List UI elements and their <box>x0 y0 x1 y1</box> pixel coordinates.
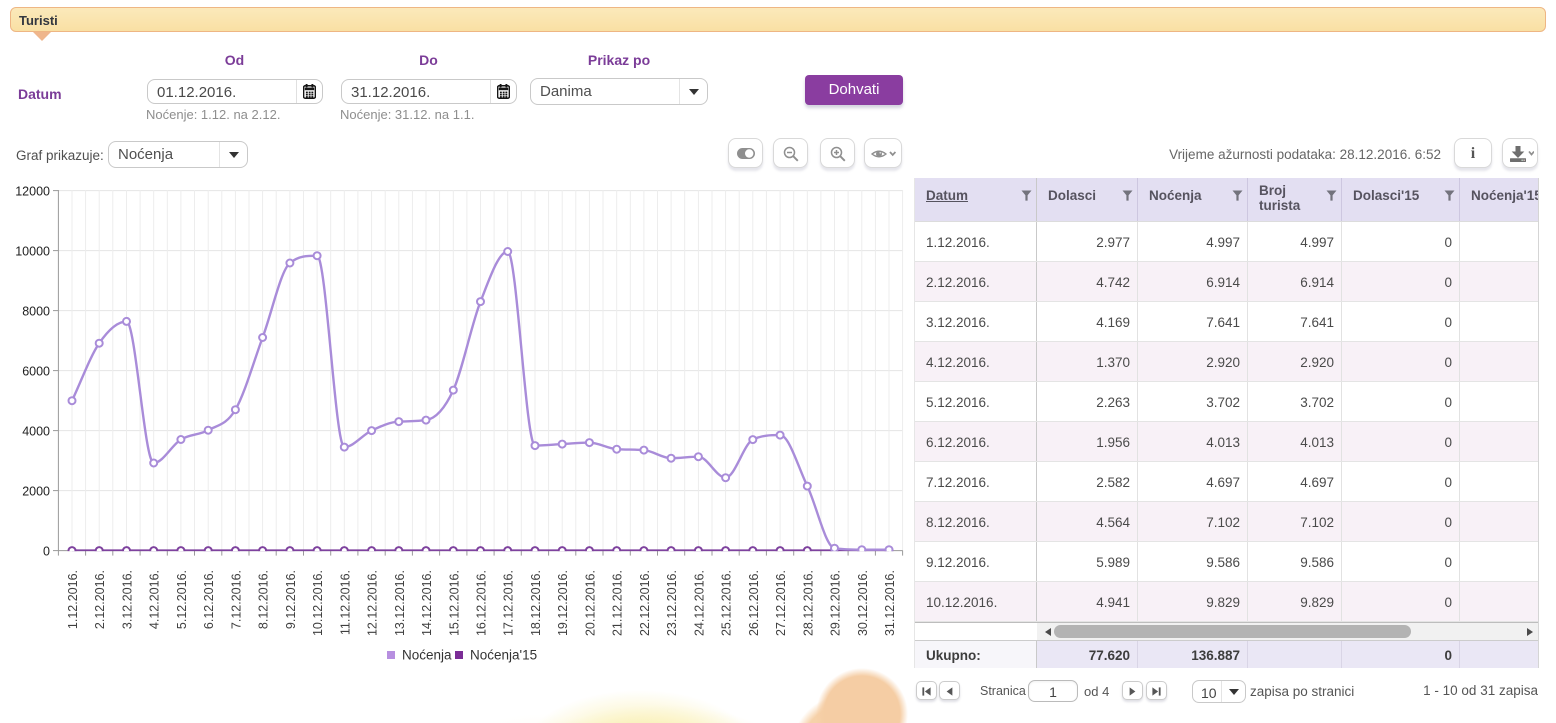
svg-text:21.12.2016.: 21.12.2016. <box>611 570 625 636</box>
svg-text:5.12.2016.: 5.12.2016. <box>175 570 189 629</box>
svg-text:6.12.2016.: 6.12.2016. <box>202 570 216 629</box>
svg-text:14.12.2016.: 14.12.2016. <box>420 570 434 636</box>
svg-text:2.12.2016.: 2.12.2016. <box>93 570 107 629</box>
svg-text:2000: 2000 <box>22 485 50 499</box>
svg-text:8.12.2016.: 8.12.2016. <box>257 570 271 629</box>
svg-text:27.12.2016.: 27.12.2016. <box>774 570 788 636</box>
svg-text:11.12.2016.: 11.12.2016. <box>338 570 352 635</box>
svg-text:13.12.2016.: 13.12.2016. <box>393 570 407 636</box>
svg-text:22.12.2016.: 22.12.2016. <box>638 570 652 636</box>
svg-text:12.12.2016.: 12.12.2016. <box>366 570 380 636</box>
svg-text:Noćenja'15: Noćenja'15 <box>470 648 537 663</box>
svg-text:23.12.2016.: 23.12.2016. <box>665 570 679 636</box>
svg-text:28.12.2016.: 28.12.2016. <box>801 570 815 636</box>
svg-text:16.12.2016.: 16.12.2016. <box>475 570 489 636</box>
svg-text:26.12.2016.: 26.12.2016. <box>747 570 761 636</box>
svg-text:15.12.2016.: 15.12.2016. <box>447 570 461 636</box>
svg-text:1.12.2016.: 1.12.2016. <box>66 570 80 629</box>
svg-text:25.12.2016.: 25.12.2016. <box>720 570 734 636</box>
svg-text:0: 0 <box>43 545 50 559</box>
svg-text:20.12.2016.: 20.12.2016. <box>583 570 597 636</box>
svg-text:10.12.2016.: 10.12.2016. <box>311 570 325 636</box>
svg-text:7.12.2016.: 7.12.2016. <box>229 570 243 629</box>
svg-text:3.12.2016.: 3.12.2016. <box>121 570 135 629</box>
svg-text:8000: 8000 <box>22 305 50 319</box>
svg-text:12000: 12000 <box>15 185 50 199</box>
svg-text:19.12.2016.: 19.12.2016. <box>556 570 570 636</box>
svg-text:18.12.2016.: 18.12.2016. <box>529 570 543 636</box>
svg-text:4000: 4000 <box>22 425 50 439</box>
svg-text:24.12.2016.: 24.12.2016. <box>692 570 706 636</box>
svg-text:9.12.2016.: 9.12.2016. <box>284 570 298 629</box>
svg-text:10000: 10000 <box>15 245 50 259</box>
svg-text:31.12.2016.: 31.12.2016. <box>883 570 897 636</box>
svg-text:17.12.2016.: 17.12.2016. <box>502 570 516 636</box>
svg-text:30.12.2016.: 30.12.2016. <box>856 570 870 636</box>
svg-text:6000: 6000 <box>22 365 50 379</box>
svg-text:29.12.2016.: 29.12.2016. <box>829 570 843 636</box>
svg-text:Noćenja: Noćenja <box>402 648 452 663</box>
svg-text:4.12.2016.: 4.12.2016. <box>148 570 162 629</box>
